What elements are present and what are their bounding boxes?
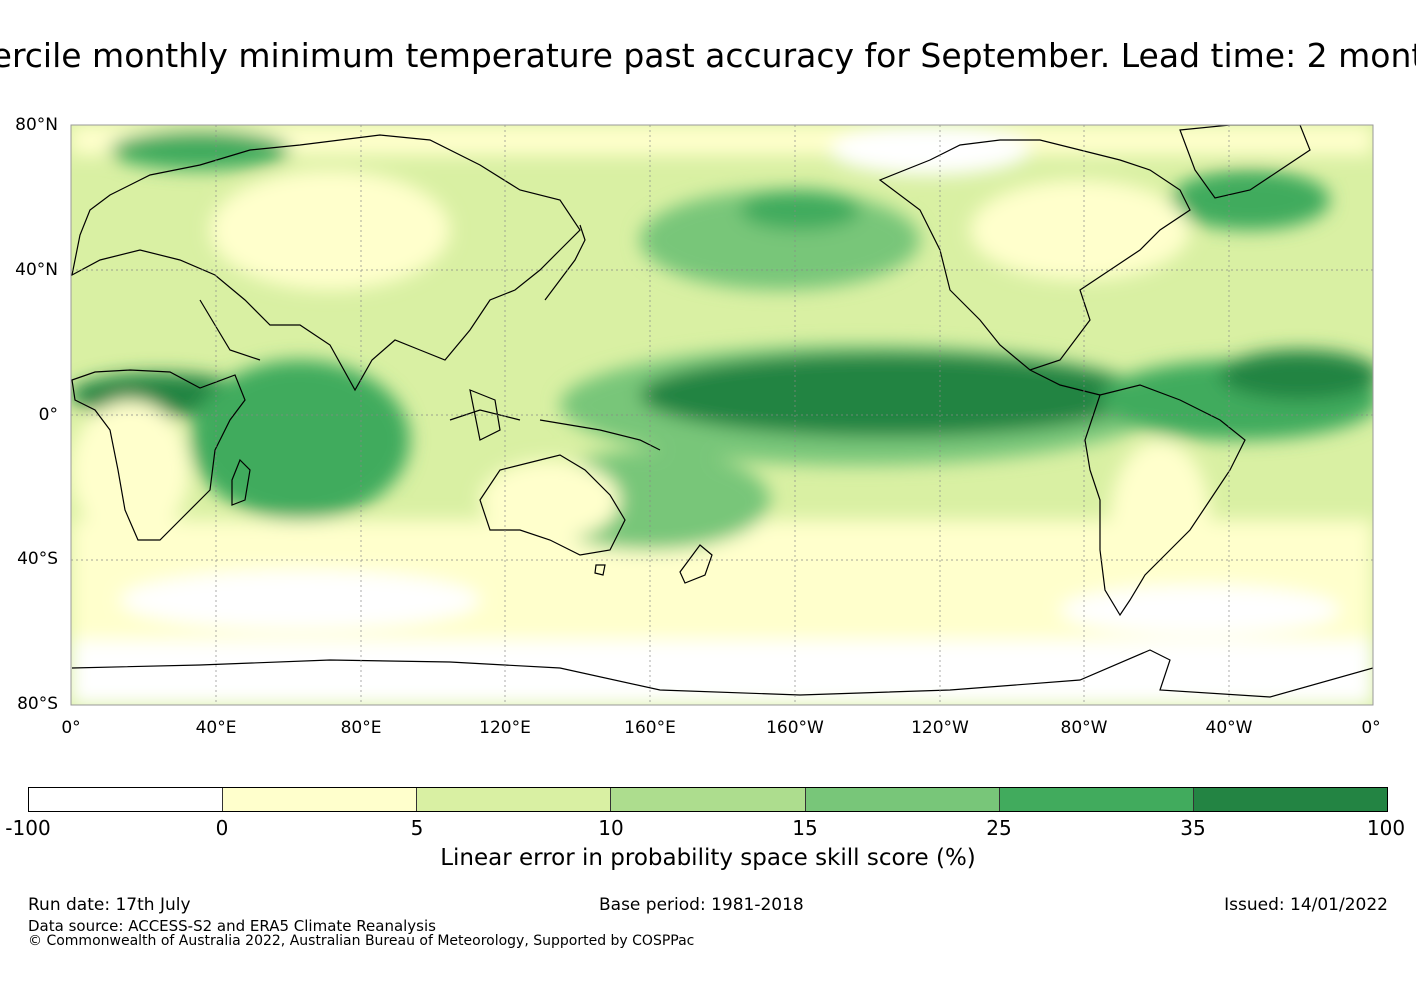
colorbar-tick: 100 — [1366, 816, 1406, 840]
skill-field — [71, 125, 1373, 705]
lat-label-80s: 80°S — [17, 694, 58, 714]
map-title: ercile monthly minimum temperature past … — [0, 36, 1416, 75]
lon-label-120e: 120°E — [479, 718, 531, 738]
colorbar-tick: -100 — [5, 816, 51, 840]
colorbar-swatch — [805, 788, 1000, 811]
lon-label-0-left: 0° — [61, 718, 81, 738]
lat-label-80n: 80°N — [15, 115, 58, 135]
colorbar-tick: 0 — [215, 816, 229, 840]
colorbar-swatch — [1193, 788, 1387, 811]
copyright: © Commonwealth of Australia 2022, Austra… — [28, 933, 695, 949]
lon-label-40e: 40°E — [195, 718, 237, 738]
lat-label-0: 0° — [38, 405, 58, 425]
run-date: Run date: 17th July — [28, 895, 191, 915]
colorbar-tick: 35 — [1180, 816, 1206, 840]
lon-label-160w: 160°W — [766, 718, 824, 738]
lon-label-80e: 80°E — [340, 718, 382, 738]
lat-label-40n: 40°N — [15, 260, 58, 280]
lon-label-40w: 40°W — [1205, 718, 1253, 738]
colorbar-swatch — [611, 788, 806, 811]
colorbar-tick: 25 — [986, 816, 1012, 840]
lon-label-120w: 120°W — [911, 718, 969, 738]
lon-label-80w: 80°W — [1060, 718, 1108, 738]
lat-label-40s: 40°S — [17, 549, 58, 569]
colorbar-swatch — [417, 788, 612, 811]
colorbar-swatch — [999, 788, 1194, 811]
map-frame — [70, 124, 1374, 706]
gridlines — [71, 125, 1373, 705]
colorbar-tick: 10 — [598, 816, 624, 840]
base-period: Base period: 1981-2018 — [599, 895, 804, 915]
lon-label-160e: 160°E — [624, 718, 676, 738]
colorbar — [28, 787, 1388, 812]
data-source: Data source: ACCESS-S2 and ERA5 Climate … — [28, 917, 436, 935]
colorbar-tick: 15 — [792, 816, 818, 840]
colorbar-swatch — [29, 788, 224, 811]
colorbar-swatch — [223, 788, 418, 811]
colorbar-tick: 5 — [410, 816, 424, 840]
lon-label-0-right: 0° — [1361, 718, 1381, 738]
colorbar-label: Linear error in probability space skill … — [440, 845, 976, 871]
issued-date: Issued: 14/01/2022 — [1224, 895, 1388, 915]
coastlines — [71, 125, 1373, 698]
